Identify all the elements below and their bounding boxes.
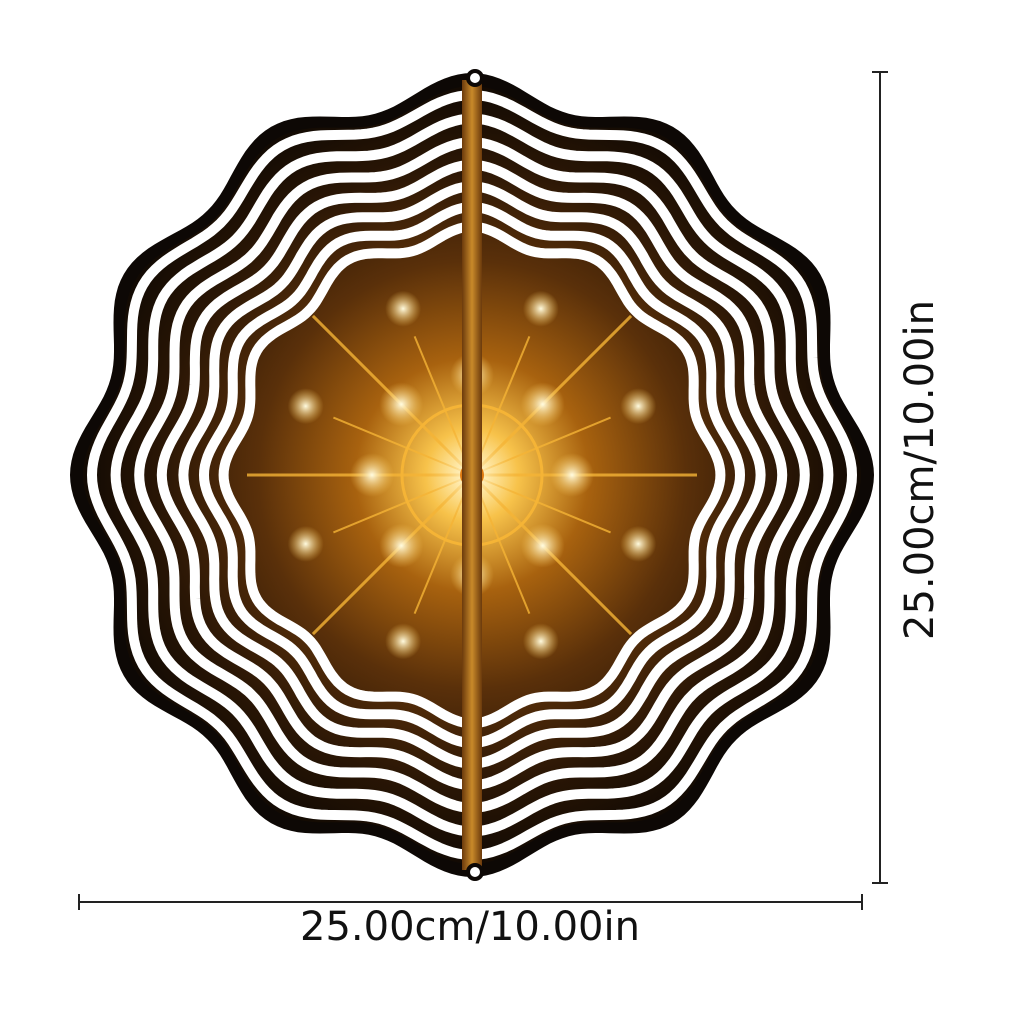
- mandala-sparkle: [550, 453, 594, 497]
- mandala-sparkle: [287, 388, 324, 425]
- mandala-sparkle: [379, 382, 424, 427]
- dimension-lines: [78, 71, 888, 910]
- mandala-sparkle: [379, 523, 424, 568]
- spinner-disc: [70, 69, 874, 881]
- height-label: 25.00cm/10.00in: [897, 300, 943, 640]
- mandala-sparkle: [385, 623, 422, 660]
- width-label: 25.00cm/10.00in: [300, 904, 640, 950]
- mandala-sparkle: [620, 525, 657, 562]
- mandala-sparkle: [520, 523, 565, 568]
- top-hanging-hole: [466, 69, 484, 87]
- center-spine: [462, 80, 482, 870]
- bottom-hanging-hole: [466, 863, 484, 881]
- mandala-sparkle: [385, 290, 422, 327]
- mandala-sparkle: [522, 623, 559, 660]
- mandala-sparkle: [522, 290, 559, 327]
- mandala-sparkle: [520, 382, 565, 427]
- mandala-sparkle: [620, 388, 657, 425]
- mandala-sparkle: [287, 525, 324, 562]
- mandala-sparkle: [350, 453, 394, 497]
